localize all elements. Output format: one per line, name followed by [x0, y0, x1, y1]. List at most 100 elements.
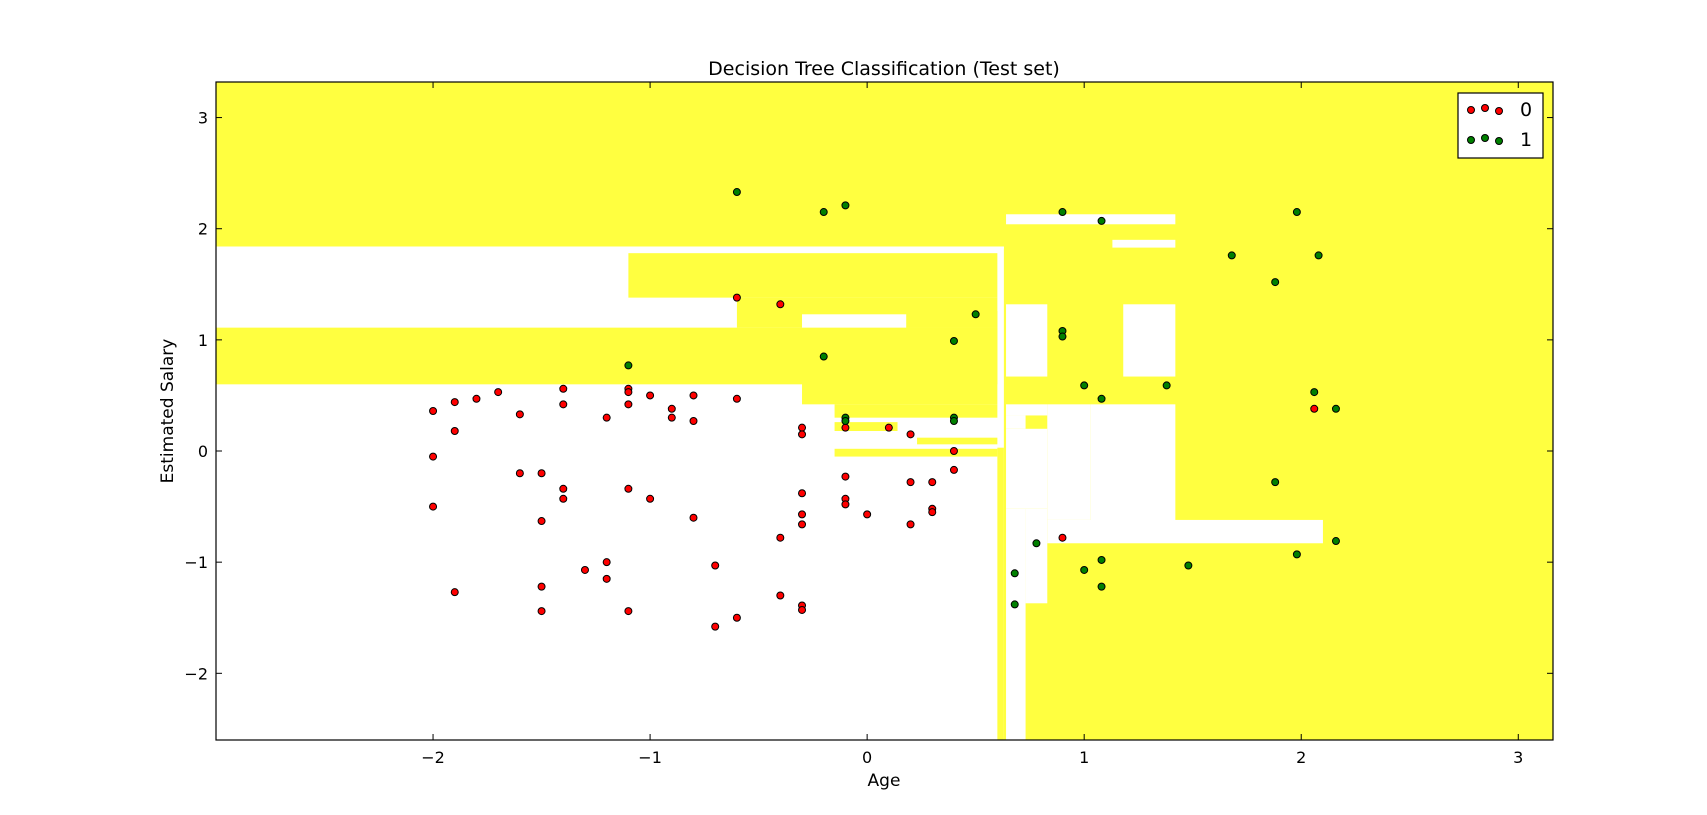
point-class-0 — [1310, 404, 1319, 413]
region-class-1 — [834, 422, 898, 432]
point-class-1 — [1331, 537, 1340, 546]
legend-marker-1 — [1495, 137, 1503, 145]
y-tick-label: 0 — [198, 442, 208, 461]
point-class-0 — [798, 520, 807, 529]
point-class-0 — [580, 565, 589, 574]
point-class-1 — [624, 361, 633, 370]
point-class-0 — [646, 391, 655, 400]
region-class-1 — [834, 404, 998, 418]
point-class-1 — [1097, 394, 1106, 403]
point-class-0 — [711, 561, 720, 570]
legend-marker-0 — [1481, 104, 1489, 112]
point-class-1 — [1162, 381, 1171, 390]
point-class-1 — [1292, 550, 1301, 559]
point-class-0 — [429, 407, 438, 415]
legend-entry-1: 1 — [1467, 129, 1532, 151]
chart-title: Decision Tree Classification (Test set) — [708, 58, 1060, 80]
point-class-0 — [732, 293, 741, 302]
point-class-1 — [949, 336, 958, 345]
point-class-0 — [949, 465, 958, 474]
point-class-0 — [624, 400, 633, 409]
point-class-1 — [1314, 251, 1323, 260]
region-class-1 — [628, 253, 998, 298]
y-tick-label: −1 — [184, 553, 208, 572]
legend-entry-0: 0 — [1467, 99, 1532, 121]
point-class-1 — [1010, 600, 1019, 609]
point-class-0 — [624, 388, 633, 397]
point-class-1 — [949, 417, 958, 426]
point-class-1 — [1227, 251, 1236, 260]
point-class-0 — [906, 520, 915, 529]
point-class-1 — [819, 352, 828, 361]
y-axis: −2 −1 0 1 2 3 — [184, 109, 1553, 683]
x-axis: −2 −1 0 1 2 3 — [421, 82, 1523, 767]
y-tick-label: 1 — [198, 331, 208, 350]
legend-marker-0 — [1495, 107, 1503, 115]
point-class-1 — [1271, 278, 1280, 287]
region-class-0 — [1006, 214, 1176, 225]
point-class-0 — [798, 430, 807, 439]
point-class-0 — [732, 613, 741, 622]
point-class-1 — [1184, 561, 1193, 570]
point-class-0 — [667, 413, 676, 422]
point-class-1 — [1097, 216, 1106, 225]
point-class-0 — [537, 517, 546, 526]
point-class-0 — [559, 494, 568, 503]
y-tick-label: 2 — [198, 220, 208, 239]
point-class-0 — [732, 394, 741, 403]
point-class-0 — [689, 417, 698, 426]
point-class-0 — [515, 469, 524, 478]
point-class-0 — [689, 513, 698, 522]
point-class-0 — [602, 413, 611, 422]
point-class-1 — [1080, 565, 1089, 574]
legend-label-1: 1 — [1520, 129, 1532, 151]
point-class-1 — [841, 201, 850, 210]
region-class-0 — [1047, 519, 1323, 544]
point-class-0 — [559, 400, 568, 409]
point-class-1 — [1058, 208, 1067, 217]
point-class-0 — [429, 502, 438, 511]
point-class-0 — [841, 472, 850, 481]
region-class-0 — [1025, 508, 1048, 604]
point-class-0 — [559, 384, 568, 393]
point-class-0 — [776, 591, 785, 600]
point-class-0 — [928, 478, 937, 487]
x-tick-label: −2 — [421, 748, 445, 767]
point-class-1 — [1292, 208, 1301, 217]
legend: 0 1 — [1457, 92, 1544, 159]
point-class-1 — [819, 208, 828, 217]
point-class-0 — [776, 300, 785, 309]
region-class-0 — [1006, 508, 1026, 740]
point-class-0 — [450, 427, 459, 436]
point-class-0 — [949, 447, 958, 456]
point-class-0 — [711, 622, 720, 631]
point-class-0 — [906, 478, 915, 487]
point-class-1 — [1331, 404, 1340, 413]
x-tick-label: −1 — [638, 748, 662, 767]
point-class-1 — [1310, 388, 1319, 397]
region-class-0 — [1006, 404, 1048, 416]
point-class-1 — [1080, 381, 1089, 390]
region-class-0 — [1112, 239, 1176, 248]
point-class-0 — [884, 423, 893, 432]
point-class-0 — [1058, 533, 1067, 542]
x-axis-label: Age — [868, 771, 901, 791]
x-tick-label: 3 — [1513, 748, 1523, 767]
legend-marker-0 — [1467, 106, 1475, 114]
point-class-1 — [841, 417, 850, 426]
point-class-0 — [798, 423, 807, 432]
point-class-1 — [1058, 332, 1067, 341]
region-class-0 — [802, 314, 907, 328]
point-class-0 — [798, 489, 807, 498]
x-tick-label: 1 — [1079, 748, 1089, 767]
point-class-1 — [1010, 569, 1019, 578]
point-class-0 — [602, 574, 611, 583]
point-class-1 — [971, 310, 980, 319]
region-class-0 — [1047, 404, 1091, 520]
region-class-0 — [1006, 415, 1026, 429]
region-class-0 — [216, 246, 1004, 249]
x-tick-label: 0 — [862, 748, 872, 767]
region-class-1 — [997, 206, 1553, 247]
point-class-0 — [602, 558, 611, 567]
